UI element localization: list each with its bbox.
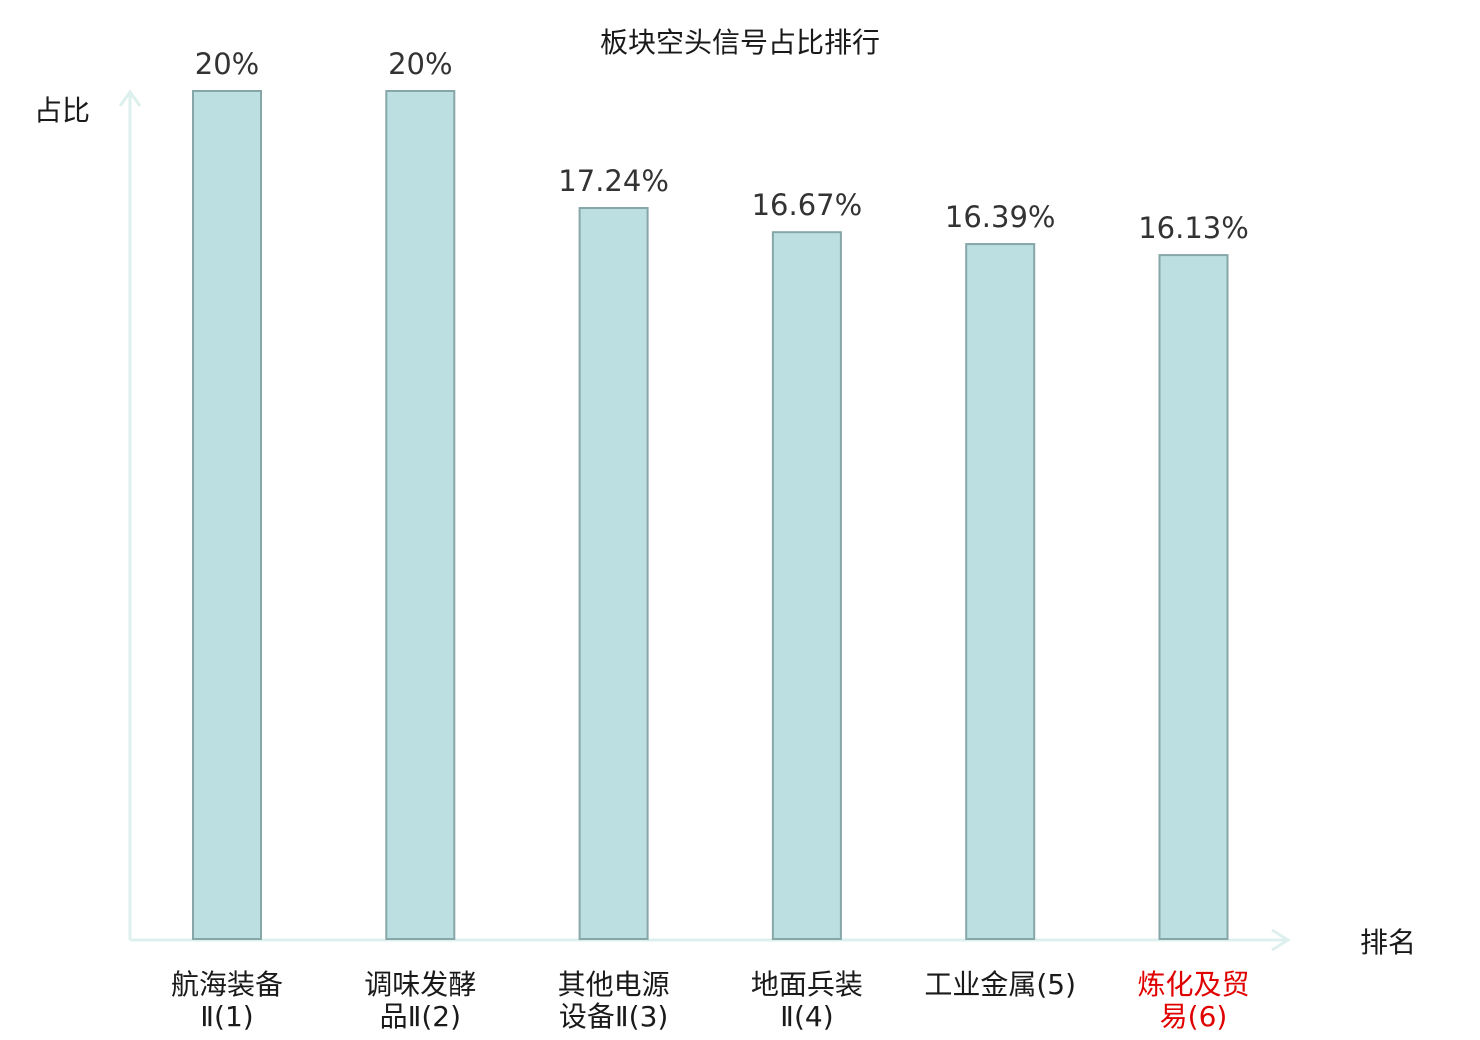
bar — [578, 207, 649, 941]
bar — [1158, 254, 1229, 940]
category-label: Ⅱ(4) — [780, 1000, 833, 1033]
chart-title: 板块空头信号占比排行 — [600, 26, 880, 59]
category-label: 设备Ⅱ(3) — [559, 1000, 668, 1033]
category-label: 品Ⅱ(2) — [380, 1000, 461, 1033]
value-label: 17.24% — [558, 164, 669, 198]
value-label: 16.67% — [752, 188, 863, 222]
category-label: Ⅱ(1) — [200, 1000, 253, 1033]
category-label: 其他电源 — [558, 968, 670, 1001]
y-axis-label: 占比 — [34, 94, 90, 127]
category-label: 航海装备 — [171, 968, 283, 1001]
category-label: 易(6) — [1160, 1000, 1228, 1033]
category-label: 炼化及贸 — [1137, 968, 1249, 1001]
value-label: 20% — [388, 47, 452, 81]
value-label: 16.39% — [945, 200, 1056, 234]
bar — [965, 243, 1036, 940]
bar — [385, 90, 456, 940]
category-label: 调味发酵 — [364, 968, 476, 1001]
x-axis — [130, 928, 1291, 952]
value-label: 16.13% — [1138, 211, 1249, 245]
category-label: 工业金属(5) — [924, 968, 1076, 1001]
category-label: 地面兵装 — [751, 968, 863, 1001]
y-axis — [118, 89, 142, 940]
value-label: 20% — [195, 47, 259, 81]
bar-series — [192, 90, 1229, 941]
bar — [192, 90, 262, 940]
bar — [771, 231, 842, 940]
x-axis-label: 排名 — [1360, 926, 1416, 959]
value-labels: 20% 20% 17.24% 16.67% 16.39% 16.13% — [195, 47, 1249, 245]
